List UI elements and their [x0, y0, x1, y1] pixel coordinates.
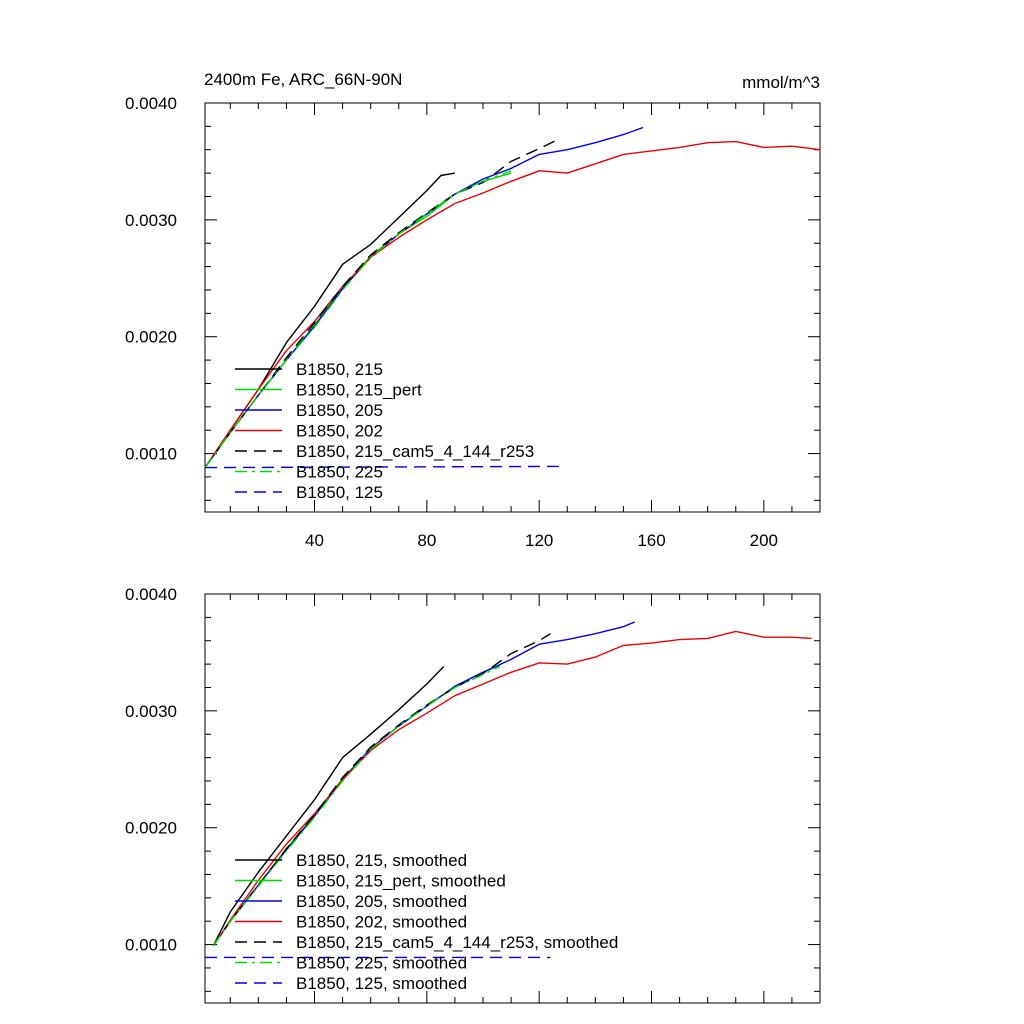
- y-tick-label: 0.0010: [125, 445, 177, 464]
- x-tick-label: 80: [417, 531, 436, 550]
- series-line: [212, 665, 501, 947]
- legend-label: B1850, 125: [296, 483, 383, 502]
- units-label: mmol/m^3: [742, 73, 820, 92]
- y-tick-label: 0.0020: [125, 328, 177, 347]
- legend-label: B1850, 205: [296, 401, 383, 420]
- legend-label: B1850, 215_cam5_4_144_r253, smoothed: [296, 933, 618, 952]
- y-tick-label: 0.0020: [125, 819, 177, 838]
- y-tick-label: 0.0040: [125, 585, 177, 604]
- series-line: [204, 126, 644, 469]
- x-tick-label: 160: [637, 531, 665, 550]
- legend-label: B1850, 215, smoothed: [296, 851, 467, 870]
- legend-label: B1850, 215_pert: [296, 381, 422, 400]
- panel-top: 40 80 120 160 200 0.0010 0.0020 0.0030 0.0040 B18…: [125, 94, 821, 550]
- panel-bottom: 0.0010 0.0020 0.0030 0.0040 B1850, 215, smoo…: [125, 585, 821, 1004]
- legend-label: B1850, 125, smoothed: [296, 974, 467, 993]
- legend-label: B1850, 215_cam5_4_144_r253: [296, 442, 534, 461]
- y-tick-label: 0.0010: [125, 936, 177, 955]
- figure-title: 2400m Fe, ARC_66N-90N: [204, 70, 402, 89]
- y-tick-label: 0.0030: [125, 702, 177, 721]
- legend-label: B1850, 202, smoothed: [296, 913, 467, 932]
- legend-label: B1850, 215: [296, 360, 383, 379]
- x-tick-label: 40: [305, 531, 324, 550]
- series-line: [204, 140, 821, 468]
- series-line: [204, 465, 559, 469]
- series-line: [212, 633, 551, 947]
- y-tick-label: 0.0030: [125, 211, 177, 230]
- legend-label: B1850, 202: [296, 422, 383, 441]
- series-line: [212, 666, 445, 947]
- legend-label: B1850, 215_pert, smoothed: [296, 872, 506, 891]
- x-tick-label: 120: [525, 531, 553, 550]
- legend-label: B1850, 225, smoothed: [296, 954, 467, 973]
- plot-frame: [204, 593, 821, 1004]
- x-tick-label: 200: [750, 531, 778, 550]
- series-line: [212, 630, 812, 947]
- series-line: [204, 170, 512, 469]
- plot-frame: [204, 102, 821, 513]
- y-tick-label: 0.0040: [125, 94, 177, 113]
- legend-label: B1850, 225: [296, 463, 383, 482]
- legend-label: B1850, 205, smoothed: [296, 892, 467, 911]
